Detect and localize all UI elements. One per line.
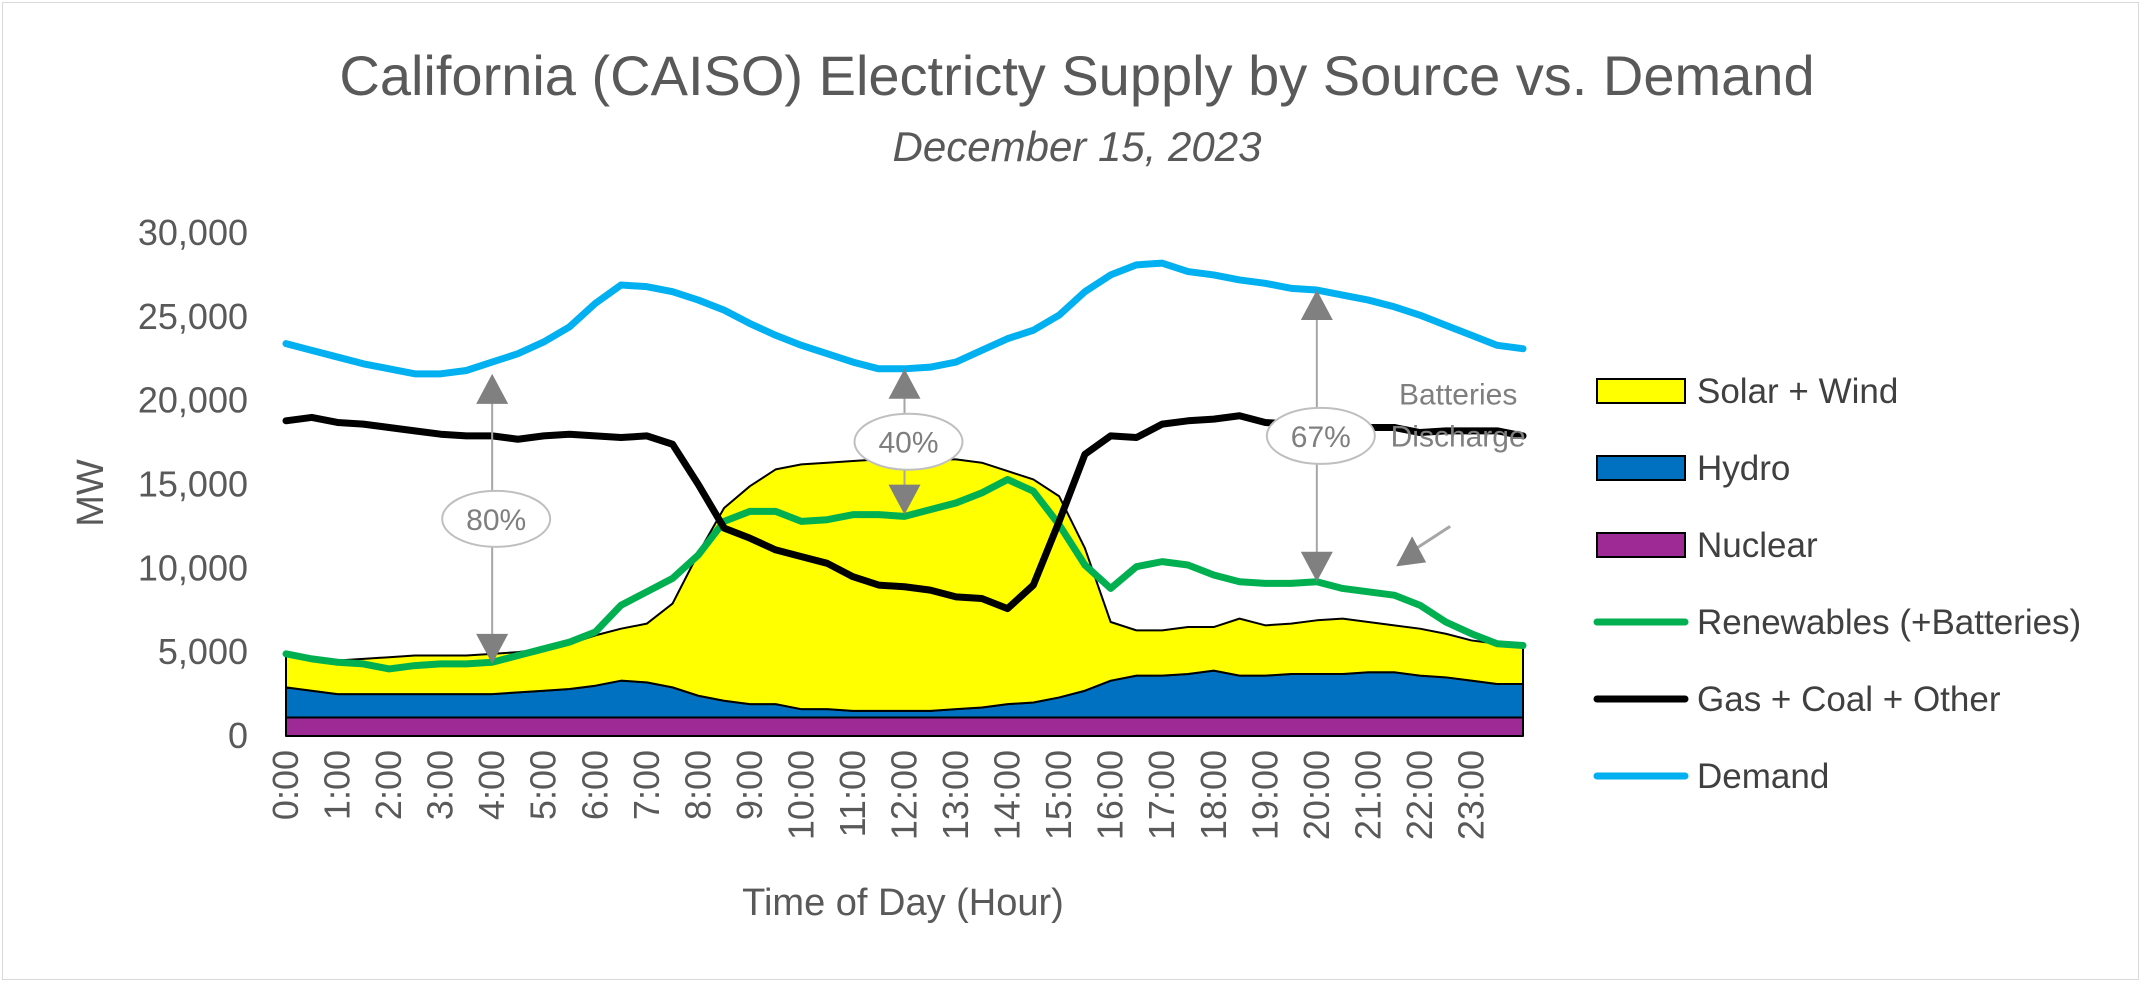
x-tick-label: 6:00	[574, 750, 615, 820]
x-tick-label: 15:00	[1038, 750, 1079, 840]
annotation-percent: 80%	[466, 504, 526, 537]
annotation-text-line: Batteries	[1399, 378, 1517, 411]
y-tick-label: 20,000	[138, 380, 248, 421]
x-tick-label: 3:00	[420, 750, 461, 820]
annotation-arrow-up-icon	[1300, 290, 1333, 321]
y-tick-label: 30,000	[138, 212, 248, 253]
chart-subtitle: December 15, 2023	[893, 123, 1262, 170]
chart-title: California (CAISO) Electricty Supply by …	[339, 44, 1814, 107]
tick-labels: 0 5,000 10,000 15,000 20,000 25,000 30,000 0:00…	[138, 212, 1492, 840]
legend-label-gas-coal-other: Gas + Coal + Other	[1697, 680, 2001, 719]
x-tick-label: 21:00	[1347, 750, 1388, 840]
legend-label-solar-wind: Solar + Wind	[1697, 372, 1898, 411]
annotation-bubble	[853, 412, 964, 471]
annotation-percent: 67%	[1291, 421, 1351, 454]
annotation-arrow-down-icon	[888, 484, 921, 515]
x-tick-label: 12:00	[884, 750, 925, 840]
annotation-arrow-down-icon	[1300, 551, 1333, 582]
x-tick-label: 23:00	[1450, 750, 1491, 840]
legend-swatch-nuclear	[1596, 532, 1686, 558]
annotation-arrow-up-icon	[476, 373, 509, 404]
legend-swatch-solar-wind	[1596, 378, 1686, 404]
legend-label-nuclear: Nuclear	[1697, 526, 1818, 565]
x-tick-label: 1:00	[317, 750, 358, 820]
x-tick-label: 5:00	[523, 750, 564, 820]
x-tick-label: 10:00	[780, 750, 821, 840]
x-tick-label: 9:00	[729, 750, 770, 820]
legend-label-demand: Demand	[1697, 757, 1829, 796]
annotation-bubble	[441, 489, 552, 548]
x-tick-label: 2:00	[368, 750, 409, 820]
x-tick-label: 14:00	[987, 750, 1028, 840]
x-tick-label: 16:00	[1090, 750, 1131, 840]
line-demand	[282, 259, 1527, 378]
annotations: 80% 40% 67% Batteries Discharge	[441, 290, 1526, 664]
annotation-text-line: Discharge	[1391, 420, 1526, 453]
annotation-arrow-down-icon	[476, 633, 509, 664]
y-tick-label: 15,000	[138, 464, 248, 505]
x-axis-label: Time of Day (Hour)	[742, 882, 1064, 924]
x-tick-label: 11:00	[832, 750, 873, 837]
legend: Solar + Wind Hydro Nuclear Renewables (+Bat…	[1593, 372, 2081, 796]
legend-label-hydro: Hydro	[1697, 449, 1790, 488]
y-tick-label: 10,000	[138, 547, 248, 588]
annotation-arrow-up-icon	[888, 368, 921, 399]
area-nuclear	[285, 716, 1524, 737]
annotation-bubble	[1265, 406, 1376, 465]
y-axis-label: MW	[70, 459, 112, 527]
x-tick-label: 20:00	[1296, 750, 1337, 840]
annotation-percent: 40%	[878, 427, 938, 460]
y-tick-label: 0	[228, 715, 248, 756]
y-tick-label: 25,000	[138, 296, 248, 337]
x-tick-label: 4:00	[471, 750, 512, 820]
legend-swatch-hydro	[1596, 455, 1686, 481]
x-tick-label: 7:00	[626, 750, 667, 820]
x-tick-label: 17:00	[1141, 750, 1182, 840]
legend-label-renewables-batteries: Renewables (+Batteries)	[1697, 603, 2081, 642]
y-tick-label: 5,000	[158, 631, 248, 672]
chart-svg: California (CAISO) Electricty Supply by …	[70, 44, 2081, 924]
x-tick-label: 13:00	[935, 750, 976, 840]
x-tick-label: 22:00	[1399, 750, 1440, 840]
x-tick-label: 0:00	[265, 750, 306, 820]
x-tick-label: 18:00	[1193, 750, 1234, 840]
x-tick-label: 19:00	[1244, 750, 1285, 840]
annotation-pointer-icon	[1396, 536, 1427, 567]
x-tick-label: 8:00	[677, 750, 718, 820]
